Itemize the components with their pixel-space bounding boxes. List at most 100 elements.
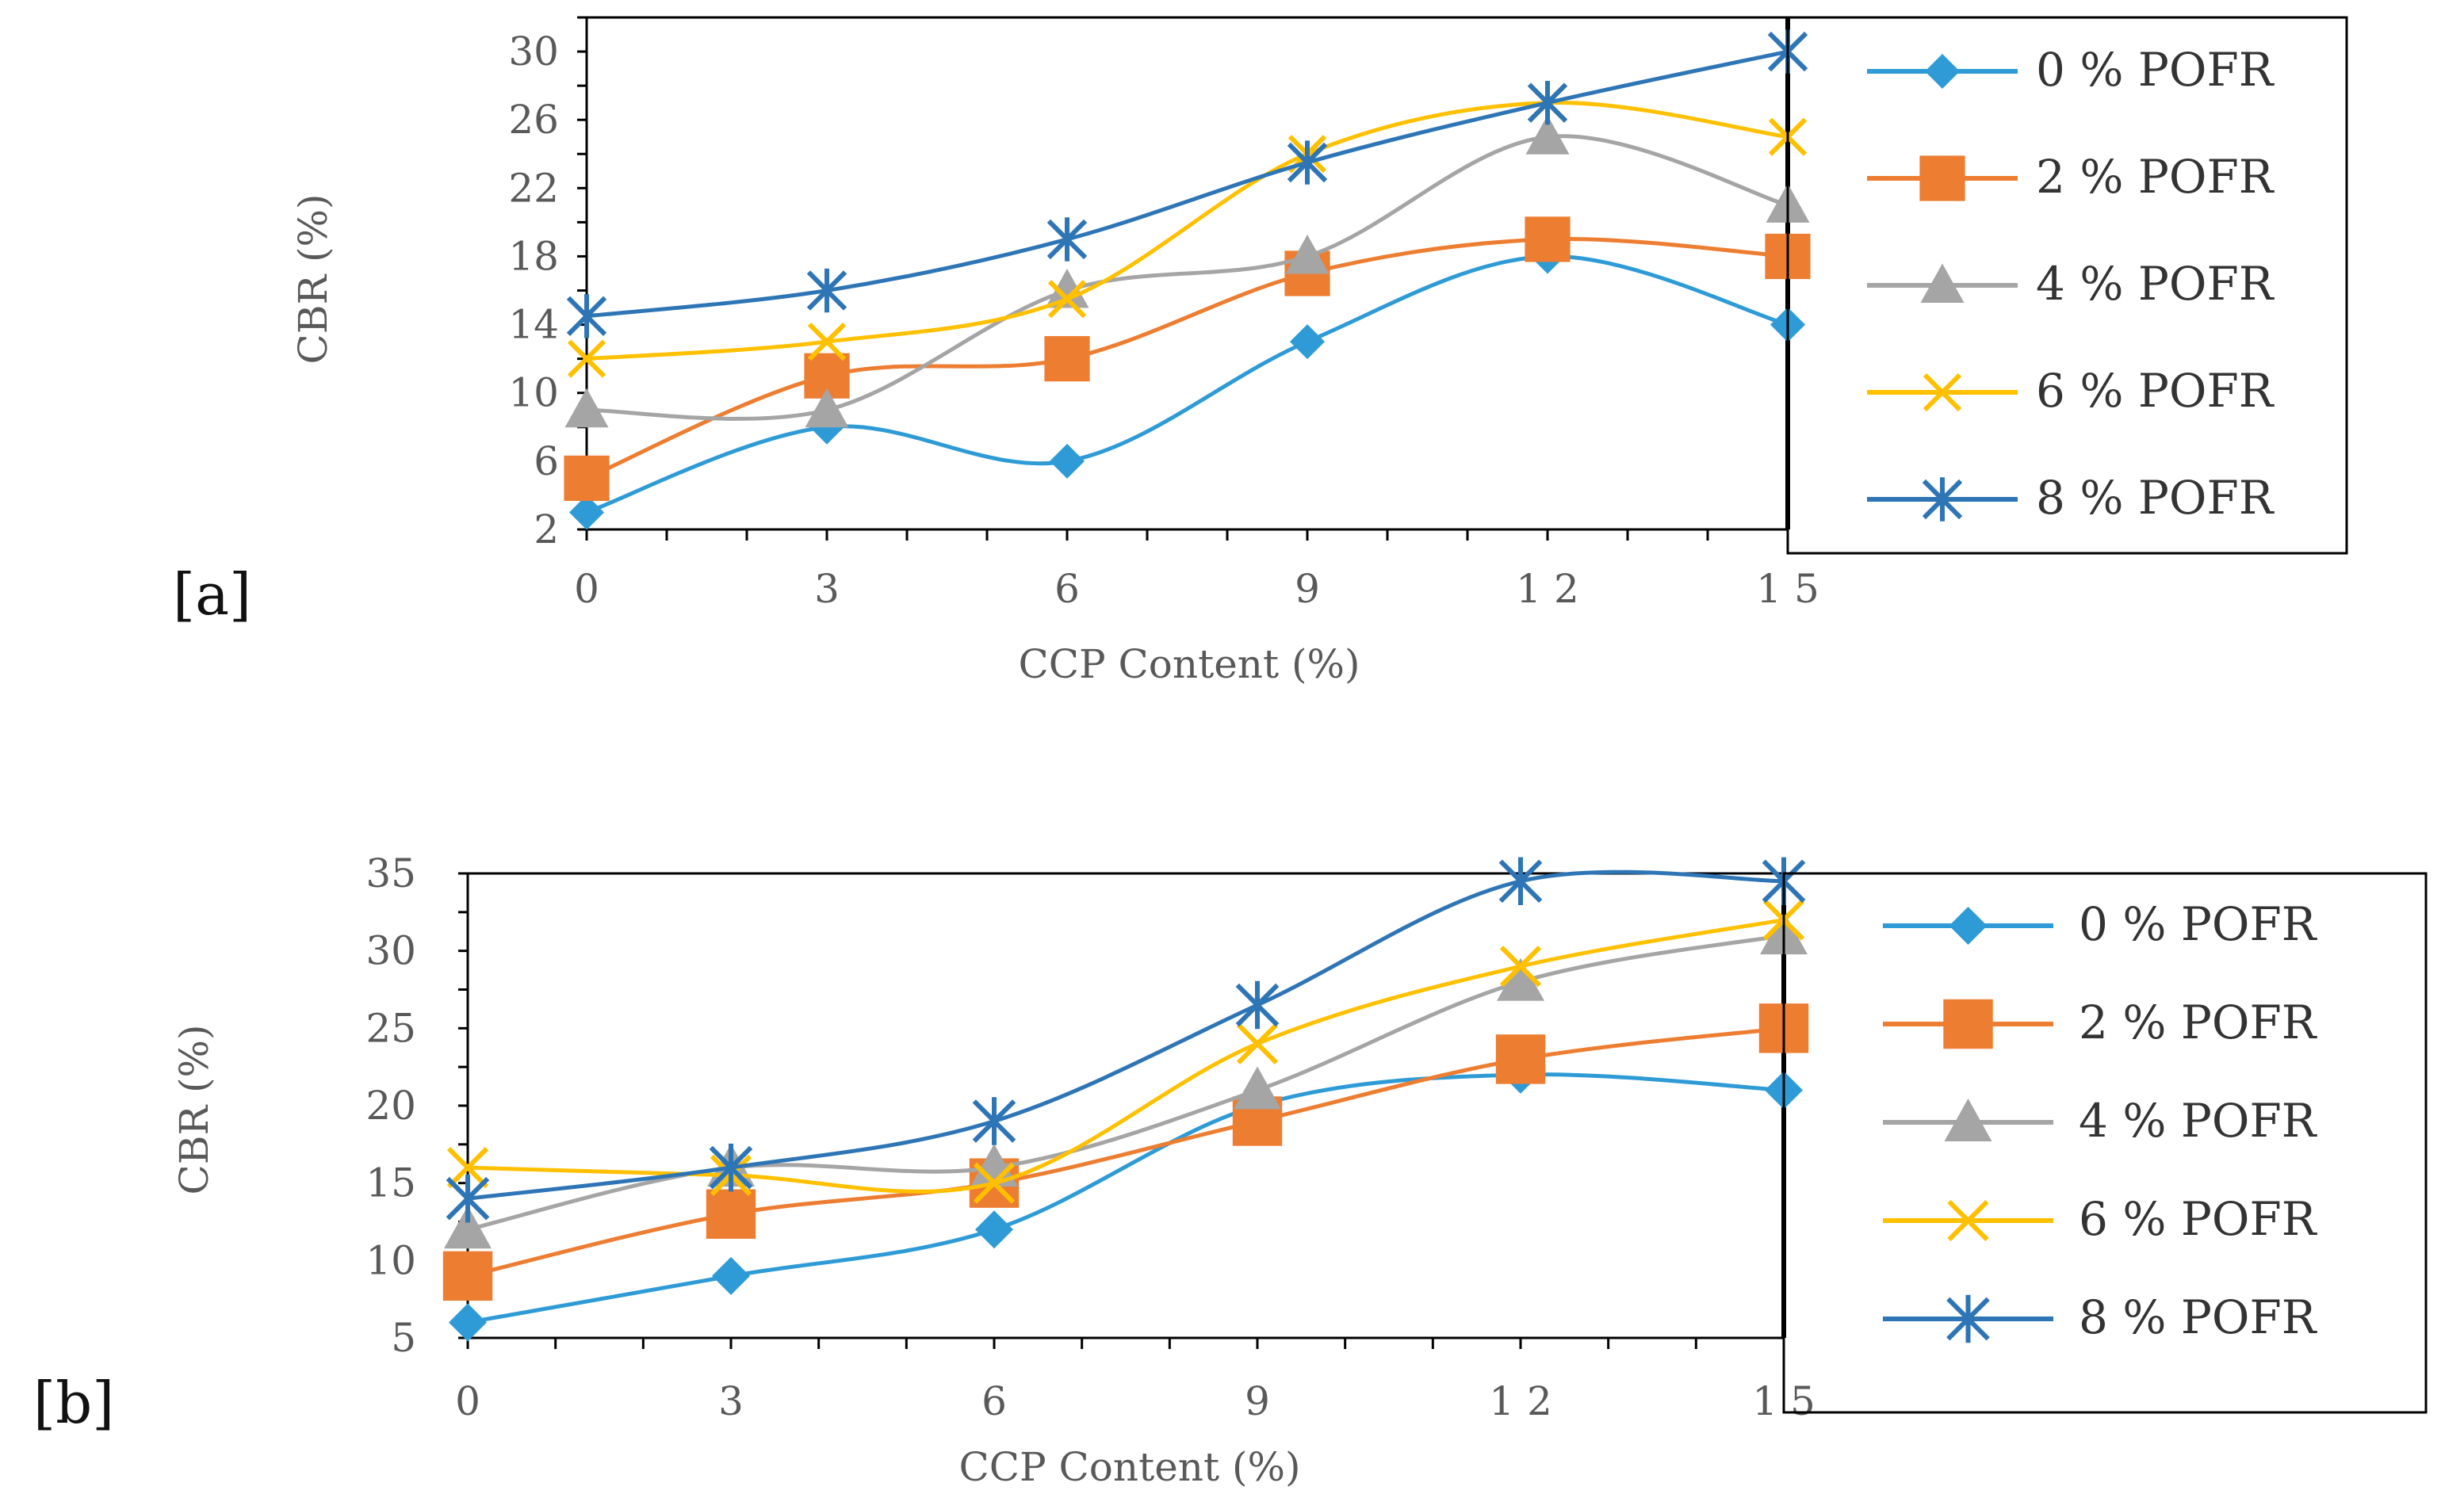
y-tick-label: 10 — [365, 1237, 416, 1283]
legend-marker — [1949, 907, 1988, 945]
data-point — [1046, 217, 1088, 262]
chart-b: [b] CBR (%) CCP Content (%) 510152025303… — [33, 850, 2428, 1490]
legend-marker — [1920, 263, 1965, 303]
data-point — [1290, 324, 1325, 360]
legend-marker — [1947, 1199, 1989, 1242]
series-group-b — [442, 857, 1809, 1342]
chart-a: [a] CBR (%) CCP Content (%) 261014182226… — [173, 16, 2348, 687]
y-tick-label: 5 — [391, 1315, 416, 1361]
data-point — [972, 1097, 1016, 1145]
legend-label: 4 % POFR — [2079, 1094, 2318, 1148]
data-point — [706, 1189, 756, 1239]
y-tick-label: 10 — [508, 370, 559, 416]
series-2-pofr — [564, 216, 1811, 501]
data-point — [712, 1256, 750, 1295]
x-tick-label: 3 — [814, 566, 840, 612]
x-tick-label: 6 — [981, 1378, 1007, 1424]
x-tick-label: 3 — [718, 1378, 744, 1424]
x-tick-label: 0 — [455, 1378, 480, 1424]
data-point — [1287, 140, 1328, 185]
x-tick-label: 0 — [574, 566, 599, 612]
legend-b: 0 % POFR 2 % POFR 4 % POFR 6 % POFR 8 % POFR — [1883, 897, 2318, 1344]
series-line — [467, 869, 1785, 1201]
series-line — [586, 49, 1789, 319]
data-point — [1527, 80, 1568, 125]
legend-item: 6 % POFR — [1883, 1192, 2318, 1246]
x-tick-label: 1 5 — [1756, 566, 1819, 612]
data-point — [1045, 269, 1089, 308]
series-line — [467, 1072, 1785, 1324]
data-point — [975, 1210, 1013, 1249]
x-tick-label: 1 2 — [1489, 1378, 1552, 1424]
series-line — [586, 134, 1789, 421]
data-point — [1498, 857, 1543, 906]
legend-box-b — [1782, 872, 2428, 1414]
series-line — [586, 254, 1789, 514]
panel-label-b: [b] — [33, 1370, 114, 1436]
series-4-pofr — [564, 115, 1810, 428]
legend-label: 0 % POFR — [2036, 43, 2275, 97]
series-4-pofr — [444, 911, 1808, 1249]
data-point — [805, 388, 849, 428]
data-point — [1044, 336, 1090, 382]
series-6-pofr — [446, 899, 1805, 1204]
legend-marker — [1944, 1099, 1992, 1141]
legend-marker — [1923, 373, 1962, 412]
legend-label: 8 % POFR — [2036, 471, 2275, 525]
legend-label: 8 % POFR — [2079, 1290, 2318, 1344]
series-group-a — [564, 29, 1811, 530]
y-tick-label: 15 — [365, 1160, 416, 1206]
y-tick-label: 30 — [365, 928, 416, 974]
x-tick-label: 9 — [1295, 566, 1320, 612]
data-point — [449, 1303, 487, 1342]
legend-marker — [1919, 155, 1965, 201]
y-tick-label: 35 — [365, 850, 416, 896]
data-point — [446, 1174, 490, 1223]
data-point — [1497, 957, 1544, 1001]
legend-marker — [1925, 54, 1960, 89]
series-line — [586, 100, 1789, 361]
legend-marker — [1943, 999, 1993, 1049]
y-tick-label: 20 — [365, 1083, 416, 1129]
legend-item: 4 % POFR — [1883, 1094, 2318, 1148]
legend-label: 4 % POFR — [2036, 257, 2275, 311]
series-8-pofr — [566, 29, 1808, 338]
data-point — [1499, 946, 1542, 988]
data-point — [1285, 234, 1330, 274]
data-point — [806, 268, 847, 313]
y-tick-label: 14 — [508, 302, 559, 348]
y-axis-label-a: CBR (%) — [290, 193, 336, 364]
data-point — [1047, 280, 1087, 319]
data-point — [1234, 1066, 1281, 1110]
y-tick-label: 2 — [534, 506, 559, 552]
y-tick-label: 6 — [534, 438, 559, 484]
legend-item: 8 % POFR — [1867, 471, 2275, 525]
data-point — [566, 294, 607, 338]
data-point — [442, 1251, 493, 1301]
legend-box-a — [1786, 16, 2348, 555]
legend-label: 0 % POFR — [2079, 897, 2318, 951]
data-point — [709, 1143, 753, 1192]
y-axis-label-b: CBR (%) — [171, 1024, 217, 1194]
legend-item: 8 % POFR — [1883, 1290, 2318, 1344]
series-line — [586, 237, 1789, 480]
data-point — [444, 1206, 492, 1249]
legend-label: 2 % POFR — [2036, 150, 2275, 204]
data-point — [446, 1147, 489, 1189]
data-point — [569, 495, 604, 530]
x-tick-label: 6 — [1054, 566, 1080, 612]
data-point — [1525, 115, 1570, 155]
legend-item: 0 % POFR — [1867, 43, 2275, 97]
data-point — [807, 323, 847, 361]
series-line — [467, 918, 1785, 1194]
data-point — [970, 1144, 1018, 1187]
legend-item: 2 % POFR — [1867, 150, 2275, 204]
legend-label: 6 % POFR — [2036, 364, 2275, 418]
data-point — [1236, 1022, 1279, 1064]
data-point — [1525, 216, 1571, 262]
x-axis-label-a: CCP Content (%) — [1018, 641, 1360, 687]
series-6-pofr — [567, 83, 1808, 378]
legend-item: 2 % POFR — [1883, 995, 2318, 1049]
data-point — [1050, 443, 1085, 479]
